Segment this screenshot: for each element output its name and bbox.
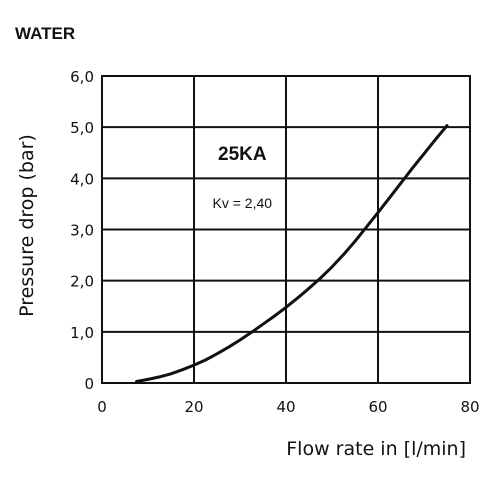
y-tick-label: 3,0 bbox=[70, 222, 94, 240]
x-axis-title: Flow rate in [l/min] bbox=[286, 438, 466, 460]
x-tick-label: 80 bbox=[460, 398, 479, 416]
y-tick-label: 4,0 bbox=[70, 170, 94, 188]
series-line-25ka bbox=[135, 124, 449, 383]
x-tick-label: 60 bbox=[368, 398, 387, 416]
y-tick-label: 2,0 bbox=[70, 273, 94, 291]
model-label: 25KA bbox=[218, 144, 267, 165]
y-tick-label: 1,0 bbox=[70, 324, 94, 342]
x-tick-label: 0 bbox=[97, 398, 107, 416]
y-tick-label: 6,0 bbox=[70, 68, 94, 86]
water-heading: WATER bbox=[15, 24, 75, 43]
y-tick-label: 0 bbox=[84, 375, 94, 393]
plot-frame bbox=[101, 75, 471, 384]
tick-labels: 0 20 40 60 80 0 1,0 2,0 3,0 4,0 5,0 6,0 bbox=[70, 68, 479, 416]
x-tick-label: 40 bbox=[276, 398, 295, 416]
kv-label: Kv = 2,40 bbox=[213, 195, 273, 211]
x-tick-label: 20 bbox=[184, 398, 203, 416]
y-tick-label: 5,0 bbox=[70, 119, 94, 137]
grid bbox=[102, 76, 470, 383]
y-axis-title: Pressure drop (bar) bbox=[16, 134, 38, 317]
